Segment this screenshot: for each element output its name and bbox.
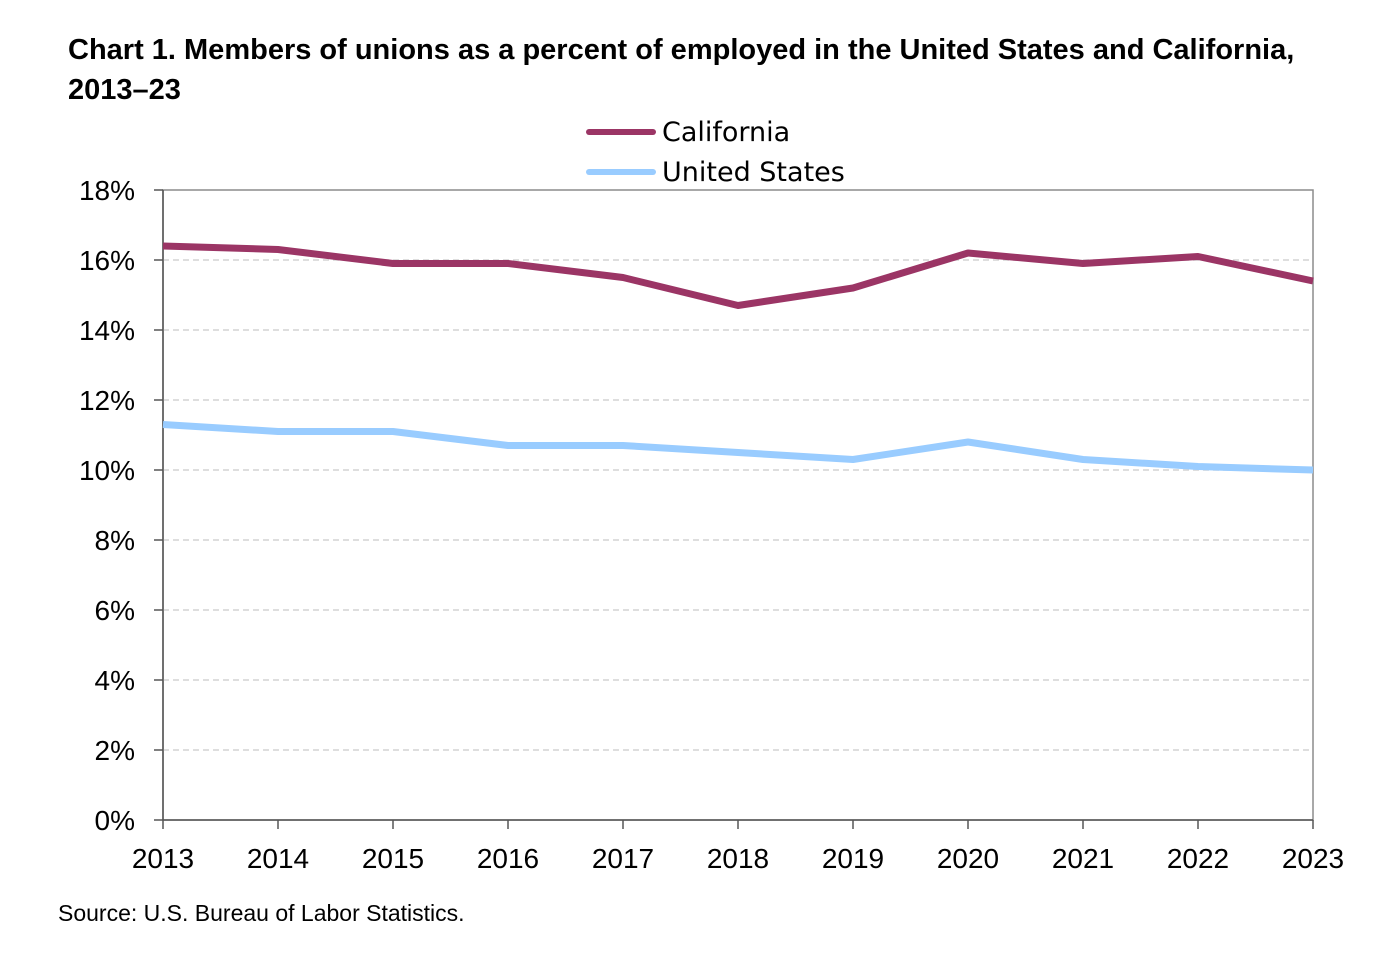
x-tick-label: 2018 [707,843,769,874]
series-line-california [162,242,1314,309]
y-tick-label: 12% [79,385,135,416]
x-tick-label: 2016 [477,843,539,874]
y-tick-label: 6% [95,595,135,626]
legend-swatch-california [586,129,656,135]
chart-title: Chart 1. Members of unions as a percent … [68,34,1295,106]
series-line-united-states [162,421,1314,474]
x-tick-label: 2021 [1052,843,1114,874]
y-tick-label: 14% [79,315,135,346]
x-tick-label: 2015 [362,843,424,874]
x-tick-label: 2017 [592,843,654,874]
source-note: Source: U.S. Bureau of Labor Statistics. [58,900,465,926]
x-tick-label: 2023 [1282,843,1344,874]
x-tick-label: 2019 [822,843,884,874]
y-tick-label: 18% [79,175,135,206]
y-tick-label: 4% [95,665,135,696]
x-tick-label: 2014 [247,843,309,874]
y-tick-label: 2% [95,735,135,766]
legend-label-california: California [662,116,791,148]
y-tick-label: 0% [95,805,135,836]
x-tick-label: 2020 [937,843,999,874]
legend-item-united-states: United States [586,152,845,192]
y-tick-label: 8% [95,525,135,556]
legend-swatch-united-states [586,169,656,175]
y-tick-label: 16% [79,245,135,276]
legend-item-california: California [586,112,845,152]
plot-area-border [162,189,1314,821]
legend-label-united-states: United States [662,156,845,188]
x-tick-label: 2022 [1167,843,1229,874]
y-tick-label: 10% [79,455,135,486]
x-tick-label: 2013 [132,843,194,874]
chart-legend: California United States [586,112,845,192]
